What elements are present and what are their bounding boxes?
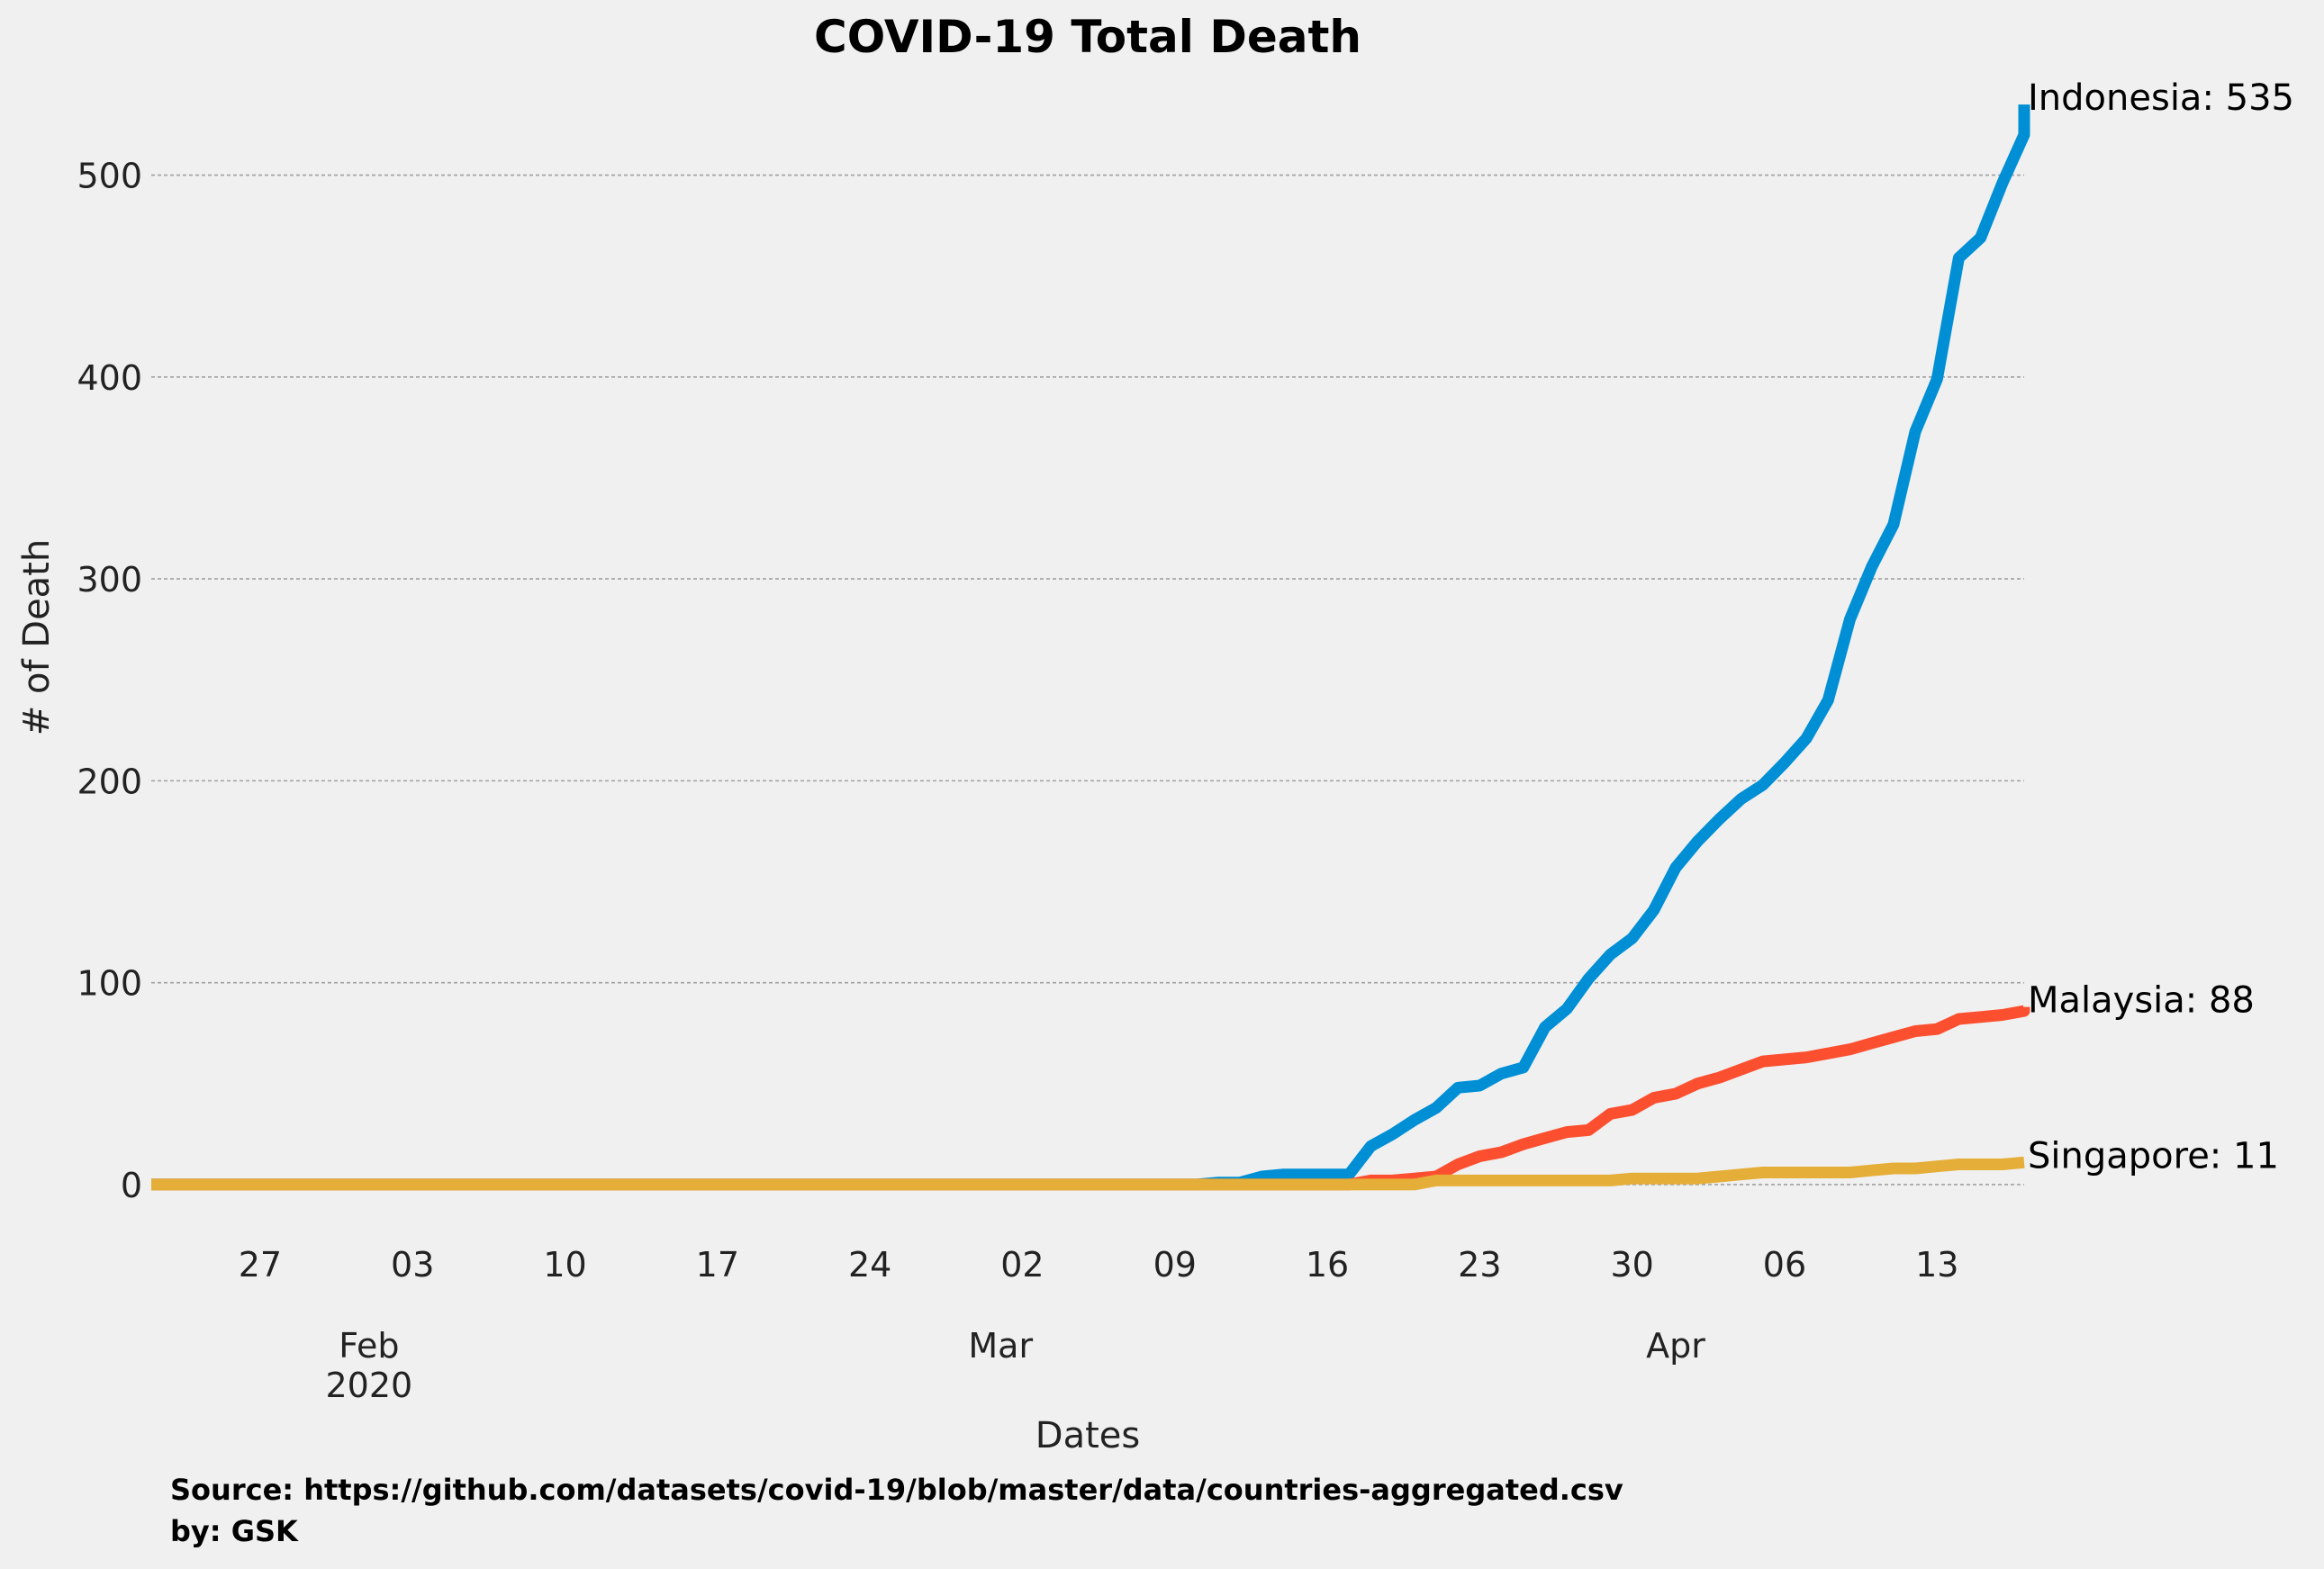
x-day-tick-label: 23	[1458, 1245, 1501, 1285]
x-day-tick-label: 27	[239, 1245, 282, 1285]
series-line-singapore	[151, 1156, 2025, 1191]
x-day-tick-label: 13	[1915, 1245, 1958, 1285]
grid-layer	[151, 174, 2024, 1186]
y-tick-label: 200	[77, 762, 142, 801]
axis-layer: 0 100 200 300 400 500 27 03 10 17 24 02 09 16 23 30 06 13…	[77, 157, 1958, 1405]
x-day-tick-label: 16	[1306, 1245, 1349, 1285]
x-month-tick-label: Mar	[968, 1326, 1033, 1366]
y-tick-label: 300	[77, 560, 142, 600]
author-note: by: GSK	[170, 1514, 299, 1548]
x-day-tick-label: 06	[1763, 1245, 1806, 1285]
x-day-tick-label: 24	[848, 1245, 891, 1285]
chart-title: COVID-19 Total Death	[814, 11, 1361, 63]
x-axis-label: Dates	[1035, 1415, 1140, 1456]
source-note: Source: https://github.com/datasets/covi…	[170, 1473, 1623, 1507]
series-end-label-malaysia: Malaysia: 88	[2028, 980, 2255, 1022]
series-end-label-singapore: Singapore: 11	[2028, 1135, 2279, 1177]
label-layer: Indonesia: 535 Malaysia: 88 Singapore: 11	[2028, 77, 2294, 1177]
x-day-tick-label: 30	[1610, 1245, 1653, 1285]
x-month-tick-label: Feb	[339, 1326, 399, 1366]
x-month-tick-label: Apr	[1646, 1326, 1705, 1366]
y-tick-label: 400	[77, 358, 142, 398]
y-axis-label: # of Death	[16, 539, 58, 735]
x-day-tick-label: 03	[391, 1245, 434, 1285]
x-year-tick-label: 2020	[326, 1366, 413, 1405]
series-line-malaysia	[151, 1005, 2030, 1191]
y-tick-label: 0	[121, 1166, 142, 1205]
x-day-tick-label: 10	[543, 1245, 586, 1285]
series-end-label-indonesia: Indonesia: 535	[2028, 77, 2294, 119]
y-tick-label: 100	[77, 964, 142, 1004]
x-day-tick-label: 09	[1153, 1245, 1197, 1285]
series-line-indonesia	[151, 104, 2030, 1191]
x-day-tick-label: 17	[696, 1245, 739, 1285]
series-layer	[151, 104, 2030, 1191]
x-day-tick-label: 02	[1000, 1245, 1044, 1285]
y-tick-label: 500	[77, 157, 142, 196]
